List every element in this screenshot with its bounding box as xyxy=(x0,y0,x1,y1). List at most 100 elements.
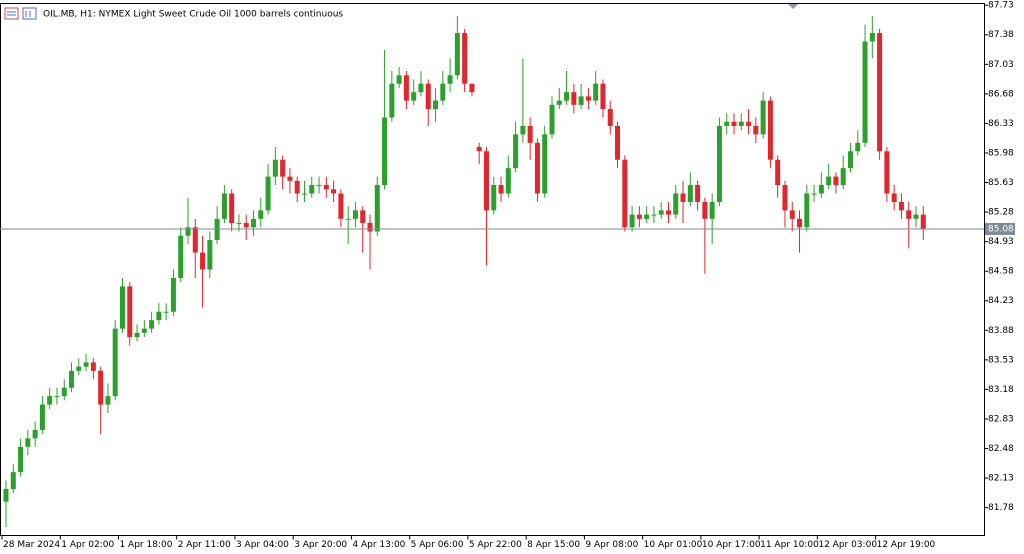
candle-body xyxy=(243,223,249,228)
y-tick-label: 85.63 xyxy=(988,178,1014,188)
shift-marker xyxy=(788,4,798,9)
y-tick-label: 81.78 xyxy=(988,503,1014,513)
candle-body xyxy=(775,159,781,186)
candle-body xyxy=(156,311,162,321)
plot-frame xyxy=(0,3,985,536)
candle-body xyxy=(556,100,562,105)
candle-body xyxy=(913,214,919,219)
candle-body xyxy=(345,218,351,220)
candle-body xyxy=(629,214,635,228)
y-tick-label: 84.93 xyxy=(988,237,1014,247)
candle-body xyxy=(731,121,737,126)
candle-body xyxy=(440,83,446,101)
candle-body xyxy=(258,210,264,219)
candle-body xyxy=(32,429,38,439)
candle-body xyxy=(367,223,373,232)
candle-body xyxy=(98,370,104,405)
candle-body xyxy=(469,83,475,93)
x-tick-label: 12 Apr 19:00 xyxy=(877,540,936,550)
candle-body xyxy=(331,189,337,194)
candle-body xyxy=(826,176,832,186)
candle-body xyxy=(294,180,300,194)
y-tick-label: 84.58 xyxy=(988,267,1014,277)
candle-body xyxy=(782,185,788,211)
x-tick-label: 5 Apr 06:00 xyxy=(411,540,464,550)
candle-body xyxy=(127,286,133,338)
candle-body xyxy=(374,185,380,232)
candle-body xyxy=(54,396,60,398)
candle-body xyxy=(83,362,89,367)
candle-body xyxy=(25,438,31,447)
y-tick-label: 86.33 xyxy=(988,119,1014,129)
y-tick-label: 82.13 xyxy=(988,474,1014,484)
x-tick-label: 28 Mar 2024 xyxy=(3,540,60,550)
candle-body xyxy=(724,121,730,126)
candle-body xyxy=(673,193,679,215)
candle-body xyxy=(462,33,468,84)
candle-body xyxy=(287,176,293,181)
y-tick-label: 83.18 xyxy=(988,385,1014,395)
candle-body xyxy=(382,117,388,186)
chart-title: OIL.MB, H1: NYMEX Light Sweet Crude Oil … xyxy=(43,10,343,20)
candle-body xyxy=(578,96,584,105)
candle-body xyxy=(200,252,206,270)
candle-body xyxy=(891,193,897,202)
toolbar-icons xyxy=(4,7,37,20)
candle-body xyxy=(76,366,82,371)
candle-body xyxy=(695,185,701,202)
icon xyxy=(4,7,19,20)
candle-body xyxy=(549,104,555,135)
candle-body xyxy=(651,214,657,216)
y-tick-label: 87.03 xyxy=(988,60,1014,70)
x-tick-label: 3 Apr 20:00 xyxy=(294,540,347,550)
candle-body xyxy=(105,396,111,405)
candle-body xyxy=(760,100,766,135)
candle-body xyxy=(352,210,358,219)
candle-body xyxy=(687,185,693,202)
candle-body xyxy=(600,83,606,110)
candle-body xyxy=(149,320,155,329)
y-tick-label: 85.28 xyxy=(988,208,1014,218)
candle-body xyxy=(840,168,846,186)
candle-body xyxy=(665,210,671,215)
y-tick-label: 87.73 xyxy=(988,1,1014,11)
x-tick-label: 10 Apr 17:00 xyxy=(702,540,761,550)
candle-body xyxy=(403,75,409,101)
candle-body xyxy=(280,159,286,177)
y-tick-label: 82.48 xyxy=(988,444,1014,454)
candle-body xyxy=(636,214,642,219)
candle-body xyxy=(316,185,322,187)
candle-body xyxy=(265,176,271,211)
candle-body xyxy=(797,218,803,228)
candle-body xyxy=(338,193,344,219)
candle-body xyxy=(746,121,752,126)
candle-body xyxy=(229,193,235,224)
candle-body xyxy=(323,185,329,190)
candle-body xyxy=(61,387,67,397)
candle-body xyxy=(69,370,75,388)
candle-body xyxy=(542,134,548,194)
x-tick-label: 8 Apr 15:00 xyxy=(527,540,580,550)
x-tick-label: 5 Apr 22:00 xyxy=(469,540,522,550)
x-tick-label: 1 Apr 18:00 xyxy=(119,540,172,550)
x-tick-label: 1 Apr 02:00 xyxy=(61,540,114,550)
candle-body xyxy=(898,201,904,211)
candle-body xyxy=(476,147,482,152)
candle-body xyxy=(47,396,53,405)
candle-body xyxy=(644,214,650,219)
candle-body xyxy=(119,286,125,329)
candle-body xyxy=(10,472,16,490)
candle-body xyxy=(658,210,664,215)
x-tick-label: 10 Apr 01:00 xyxy=(644,540,703,550)
candle-body xyxy=(221,193,227,219)
candle-body xyxy=(702,201,708,219)
candle-body xyxy=(527,125,533,143)
candle-body xyxy=(18,446,24,473)
candle-body xyxy=(811,193,817,195)
candle-body xyxy=(185,227,191,236)
y-tick-label: 83.88 xyxy=(988,326,1014,336)
candle-body xyxy=(498,185,504,194)
candle-body xyxy=(134,332,140,338)
candle-body xyxy=(418,83,424,93)
